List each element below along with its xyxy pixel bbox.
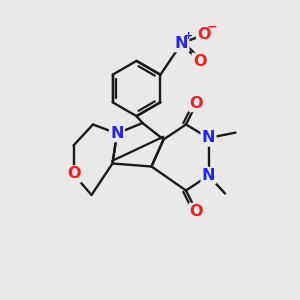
Text: O: O	[190, 204, 203, 219]
Text: N: N	[175, 36, 188, 51]
Text: O: O	[67, 167, 80, 182]
Text: −: −	[206, 20, 217, 34]
Text: +: +	[184, 31, 193, 41]
Text: O: O	[197, 27, 211, 42]
Text: O: O	[190, 96, 203, 111]
Text: O: O	[193, 54, 206, 69]
Text: N: N	[202, 168, 215, 183]
Text: N: N	[110, 126, 124, 141]
Text: N: N	[202, 130, 215, 146]
